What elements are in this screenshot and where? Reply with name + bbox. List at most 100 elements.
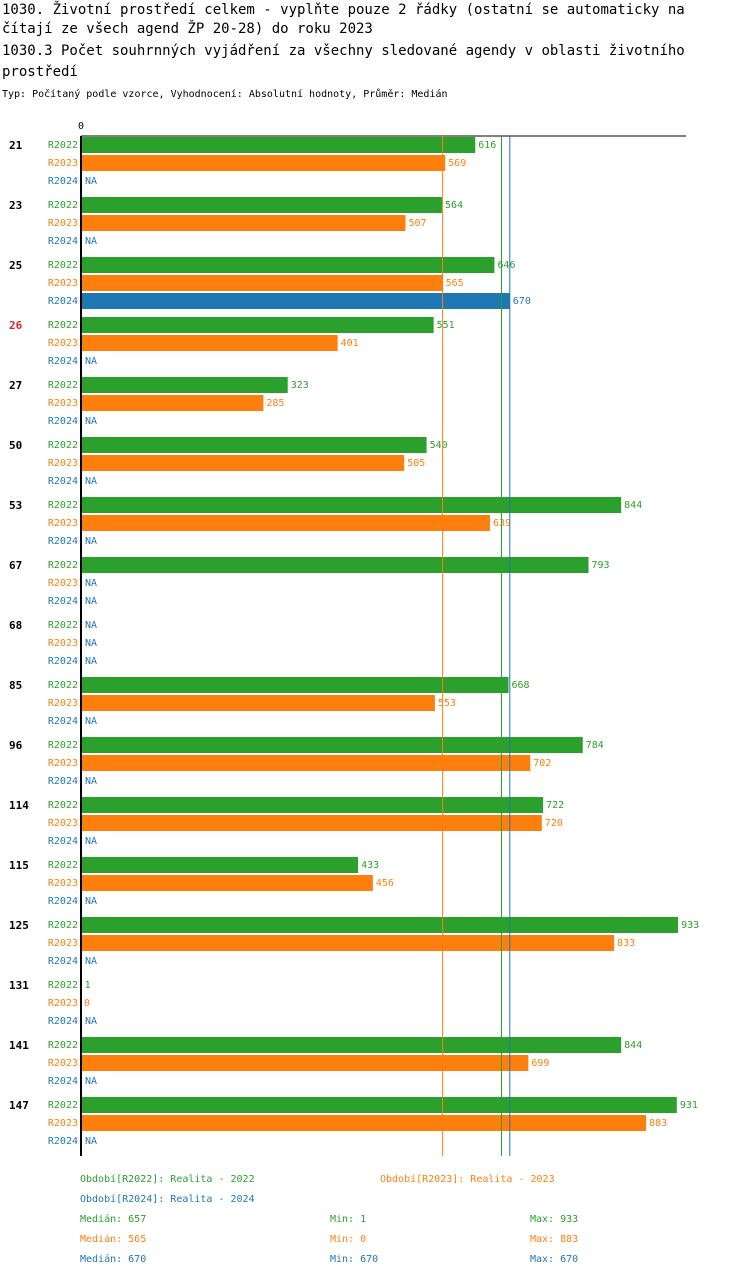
- missing-value-label: NA: [85, 236, 97, 247]
- missing-value-label: NA: [85, 956, 97, 967]
- series-row-label: R2022: [48, 740, 78, 751]
- series-row-label: R2023: [48, 998, 78, 1009]
- bar-value-label: 401: [341, 338, 359, 349]
- series-row-label: R2024: [48, 296, 78, 307]
- series-row-label: R2023: [48, 338, 78, 349]
- series-row-label: R2022: [48, 260, 78, 271]
- bar-r2022: [81, 677, 509, 693]
- series-row-label: R2022: [48, 320, 78, 331]
- bar-r2023: [81, 395, 264, 411]
- series-row-label: R2022: [48, 1040, 78, 1051]
- missing-value-label: NA: [85, 536, 97, 547]
- series-row-label: R2023: [48, 938, 78, 949]
- category-label: 85: [9, 679, 22, 692]
- series-row-label: R2024: [48, 896, 78, 907]
- bar-r2023: [81, 215, 406, 231]
- bar-value-label: 784: [586, 740, 604, 751]
- legend-min: Min: 1: [330, 1214, 366, 1225]
- series-row-label: R2022: [48, 1100, 78, 1111]
- missing-value-label: NA: [85, 416, 97, 427]
- category-label: 114: [9, 799, 29, 812]
- series-row-label: R2023: [48, 758, 78, 769]
- bar-value-label: 456: [376, 878, 394, 889]
- series-row-label: R2023: [48, 458, 78, 469]
- series-row-label: R2023: [48, 158, 78, 169]
- bar-r2022: [81, 557, 589, 573]
- series-row-label: R2022: [48, 560, 78, 571]
- series-row-label: R2024: [48, 1016, 78, 1027]
- bar-r2023: [81, 875, 373, 891]
- legend-max: Max: 883: [530, 1234, 578, 1245]
- series-row-label: R2024: [48, 176, 78, 187]
- bar-r2022: [81, 497, 622, 513]
- series-row-label: R2023: [48, 398, 78, 409]
- missing-value-label: NA: [85, 620, 97, 631]
- bar-value-label: 670: [513, 296, 531, 307]
- missing-value-label: NA: [85, 578, 97, 589]
- series-row-label: R2023: [48, 818, 78, 829]
- category-label: 50: [9, 439, 22, 452]
- category-label: 26: [9, 319, 23, 332]
- axis-zero-label: 0: [78, 121, 84, 132]
- missing-value-label: NA: [85, 716, 97, 727]
- missing-value-label: NA: [85, 1016, 97, 1027]
- series-row-label: R2023: [48, 218, 78, 229]
- legend-min: Min: 670: [330, 1254, 378, 1265]
- bar-value-label: 702: [533, 758, 551, 769]
- chart-title-line-2: čítají ze všech agend ŽP 20-28) do roku …: [2, 21, 373, 37]
- bar-value-label: 540: [430, 440, 448, 451]
- chart-subtitle-line-1: 1030.3 Počet souhrnných vyjádření za vše…: [2, 43, 685, 59]
- bar-value-label: 433: [361, 860, 379, 871]
- series-row-label: R2022: [48, 980, 78, 991]
- bar-value-label: 833: [617, 938, 635, 949]
- bar-r2022: [81, 317, 434, 333]
- category-label: 27: [9, 379, 22, 392]
- legend-max: Max: 670: [530, 1254, 578, 1265]
- missing-value-label: NA: [85, 656, 97, 667]
- bar-r2023: [81, 455, 405, 471]
- missing-value-label: NA: [85, 776, 97, 787]
- legend-max: Max: 933: [530, 1214, 578, 1225]
- category-label: 23: [9, 199, 22, 212]
- bar-r2022: [81, 377, 288, 393]
- bar-value-label: 505: [407, 458, 425, 469]
- missing-value-label: NA: [85, 638, 97, 649]
- bar-value-label: 323: [291, 380, 309, 391]
- bar-value-label: 844: [624, 1040, 642, 1051]
- bar-value-label: 793: [592, 560, 610, 571]
- bar-value-label: 569: [448, 158, 466, 169]
- series-row-label: R2023: [48, 878, 78, 889]
- bar-r2023: [81, 275, 443, 291]
- series-row-label: R2024: [48, 356, 78, 367]
- bar-value-label: 646: [497, 260, 515, 271]
- series-row-label: R2023: [48, 1058, 78, 1069]
- series-row-label: R2023: [48, 698, 78, 709]
- series-row-label: R2022: [48, 860, 78, 871]
- series-row-label: R2024: [48, 956, 78, 967]
- series-row-label: R2022: [48, 800, 78, 811]
- series-row-label: R2022: [48, 920, 78, 931]
- missing-value-label: NA: [85, 596, 97, 607]
- bar-value-label: 0: [84, 998, 90, 1009]
- missing-value-label: NA: [85, 1136, 97, 1147]
- bar-r2023: [81, 1055, 529, 1071]
- series-row-label: R2022: [48, 680, 78, 691]
- missing-value-label: NA: [85, 356, 97, 367]
- series-row-label: R2024: [48, 236, 78, 247]
- bar-r2022: [81, 737, 583, 753]
- series-row-label: R2024: [48, 836, 78, 847]
- missing-value-label: NA: [85, 896, 97, 907]
- bar-r2022: [81, 197, 442, 213]
- bar-r2023: [81, 695, 435, 711]
- series-row-label: R2023: [48, 1118, 78, 1129]
- bar-r2022: [81, 257, 495, 273]
- category-label: 96: [9, 739, 23, 752]
- bar-value-label: 844: [624, 500, 642, 511]
- chart-subtitle-line-2: prostředí: [2, 64, 78, 80]
- missing-value-label: NA: [85, 1076, 97, 1087]
- category-label: 68: [9, 619, 22, 632]
- series-row-label: R2024: [48, 476, 78, 487]
- chart-title-line-1: 1030. Životní prostředí celkem - vyplňte…: [2, 2, 685, 18]
- bar-value-label: 933: [681, 920, 699, 931]
